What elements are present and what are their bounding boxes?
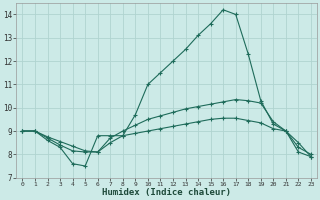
X-axis label: Humidex (Indice chaleur): Humidex (Indice chaleur) (102, 188, 231, 197)
